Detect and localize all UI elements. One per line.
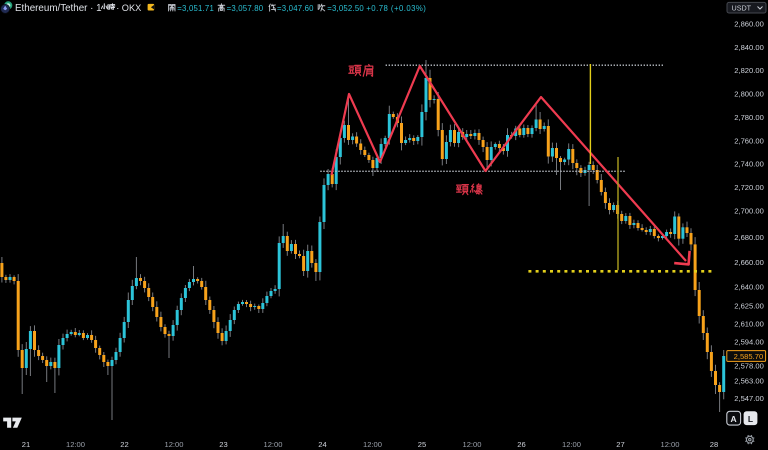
svg-text:2,625.00: 2,625.00 xyxy=(734,302,764,311)
svg-text:2,660.00: 2,660.00 xyxy=(734,258,764,267)
svg-text:2,720.00: 2,720.00 xyxy=(734,183,764,192)
svg-text:2,840.00: 2,840.00 xyxy=(734,43,764,52)
svg-text:2,547.00: 2,547.00 xyxy=(734,394,764,403)
svg-text:2,860.00: 2,860.00 xyxy=(734,19,764,28)
svg-text:2,610.00: 2,610.00 xyxy=(734,320,764,329)
svg-text:2,800.00: 2,800.00 xyxy=(734,89,764,98)
svg-text:Ethereum/Tether · 1: Ethereum/Tether · 1 xyxy=(15,3,102,14)
svg-text:2,680.00: 2,680.00 xyxy=(734,233,764,242)
svg-text:+0.78 (+0.03%): +0.78 (+0.03%) xyxy=(366,4,426,13)
svg-text:2,700.00: 2,700.00 xyxy=(734,207,764,216)
svg-text:2,820.00: 2,820.00 xyxy=(734,66,764,75)
svg-text:=3,057.80: =3,057.80 xyxy=(227,4,264,13)
svg-text:28: 28 xyxy=(710,440,718,449)
svg-text:22: 22 xyxy=(120,440,128,449)
svg-text:26: 26 xyxy=(517,440,525,449)
svg-text:2,760.00: 2,760.00 xyxy=(734,136,764,145)
svg-text:2,585.70: 2,585.70 xyxy=(734,352,764,361)
svg-text:· OKX: · OKX xyxy=(116,3,141,13)
svg-text:2,740.00: 2,740.00 xyxy=(734,160,764,169)
svg-text:12:00: 12:00 xyxy=(164,440,183,449)
svg-text:2,640.00: 2,640.00 xyxy=(734,283,764,292)
svg-text:2,780.00: 2,780.00 xyxy=(734,113,764,122)
svg-text:2,578.00: 2,578.00 xyxy=(734,362,764,371)
svg-text:USDT: USDT xyxy=(732,4,752,13)
svg-text:23: 23 xyxy=(219,440,227,449)
svg-text:=3,051.71: =3,051.71 xyxy=(177,4,214,13)
svg-text:12:00: 12:00 xyxy=(660,440,679,449)
svg-text:21: 21 xyxy=(22,440,30,449)
svg-text:=3,052.50: =3,052.50 xyxy=(327,4,364,13)
svg-text:12:00: 12:00 xyxy=(462,440,481,449)
svg-text:24: 24 xyxy=(318,440,326,449)
svg-text:A: A xyxy=(731,414,737,424)
svg-text:=3,047.60: =3,047.60 xyxy=(277,4,314,13)
svg-text:12:00: 12:00 xyxy=(263,440,282,449)
svg-text:12:00: 12:00 xyxy=(363,440,382,449)
svg-text:12:00: 12:00 xyxy=(562,440,581,449)
svg-text:2,594.00: 2,594.00 xyxy=(734,338,764,347)
svg-text:25: 25 xyxy=(418,440,426,449)
svg-text:12:00: 12:00 xyxy=(66,440,85,449)
svg-text:L: L xyxy=(748,414,753,424)
svg-text:27: 27 xyxy=(616,440,624,449)
svg-text:2,563.00: 2,563.00 xyxy=(734,377,764,386)
